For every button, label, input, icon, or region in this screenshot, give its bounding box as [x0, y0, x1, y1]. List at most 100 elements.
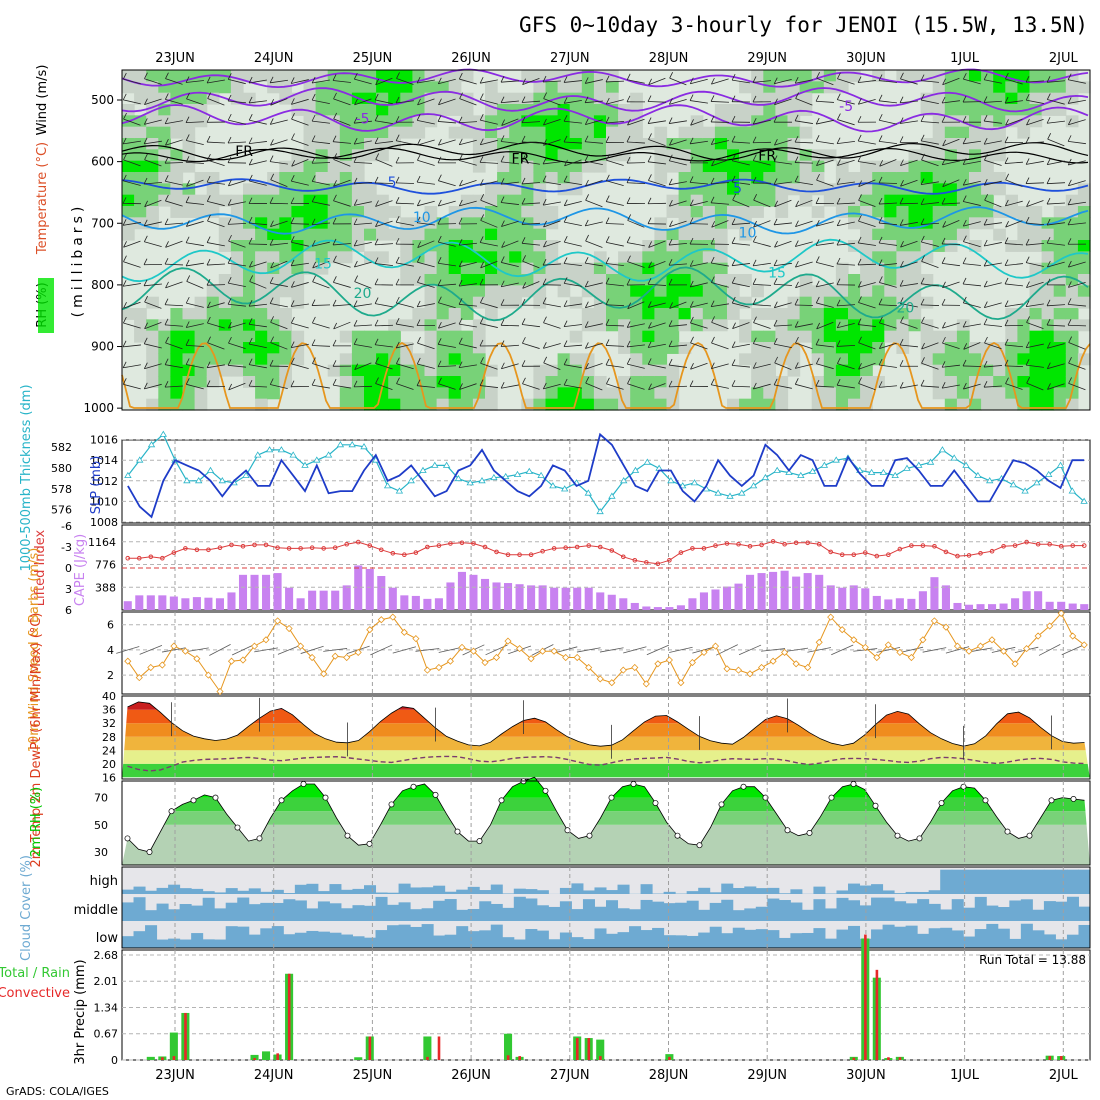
wind-barb	[542, 263, 562, 266]
wind-barb	[1047, 363, 1065, 370]
wind-barb-flag	[795, 92, 799, 99]
wind-speed-marker	[654, 660, 662, 668]
rh-cell	[521, 92, 534, 105]
rh-cell	[315, 228, 329, 241]
rh-cell	[412, 262, 426, 275]
wind-barb	[207, 98, 225, 106]
wind-barb-flag	[857, 236, 862, 244]
wind-barb-flag	[1005, 173, 1010, 181]
rh-cell	[763, 330, 776, 343]
thickness-marker	[714, 489, 722, 496]
wind-barb	[480, 362, 498, 370]
rh-cell	[182, 376, 196, 388]
cloud-cell	[571, 937, 584, 948]
wind-barb-flag	[584, 96, 589, 103]
cloud-cell	[271, 926, 284, 948]
wind-barb-flag	[143, 219, 148, 226]
rh-cell	[521, 149, 534, 162]
rh-cell	[170, 81, 184, 94]
wind-barb-flag	[206, 236, 211, 243]
rh-cell	[932, 104, 946, 116]
cloud-cell	[433, 935, 446, 948]
thickness-marker	[254, 451, 262, 458]
rh-cell	[1005, 240, 1018, 252]
cape-bar	[238, 574, 248, 610]
cape-bar	[296, 598, 305, 610]
wind-barb	[879, 80, 897, 83]
rh-cell	[654, 330, 668, 343]
rh-cell	[1029, 308, 1043, 320]
rh-cell	[799, 172, 813, 184]
wind-barb	[165, 281, 183, 289]
rh-cell	[642, 364, 655, 377]
wind-barb	[732, 322, 750, 330]
li-marker	[436, 543, 442, 548]
wind-barb	[984, 324, 1002, 327]
rh-cell	[920, 353, 934, 366]
rh-cell	[1041, 353, 1055, 366]
thickness-marker	[608, 492, 616, 499]
rh-cell	[787, 296, 801, 309]
rh-cell	[654, 172, 668, 184]
li-marker	[183, 546, 188, 551]
rh-cell	[279, 330, 292, 343]
rh-cell	[400, 240, 413, 252]
ytick-label-right: 1010	[90, 495, 118, 508]
rh-cell	[303, 217, 317, 230]
wind-barb-flag	[479, 296, 484, 303]
wind-speed-marker	[1046, 622, 1054, 630]
temp-band	[122, 723, 1090, 737]
rh-cell	[545, 251, 559, 264]
wind-barb-flag	[1025, 238, 1030, 246]
yaxis-label: 2m RH (%)	[29, 787, 44, 858]
wind-barb-flag	[752, 95, 757, 103]
wind-barb-flag	[690, 119, 694, 126]
wind-barb-flag	[731, 135, 736, 143]
rh-cell	[485, 194, 498, 207]
rh-cell	[763, 194, 776, 207]
wind-barb	[795, 241, 813, 247]
rh-cell	[122, 228, 135, 241]
rh-cell	[315, 217, 329, 230]
rh-cell	[593, 160, 607, 173]
wind-barb-flag	[269, 155, 274, 162]
legend-rh-swatch	[38, 278, 54, 333]
rh-cell	[170, 194, 184, 207]
li-marker	[978, 551, 983, 556]
rh-cell	[424, 274, 438, 286]
wind-barb-flag	[1004, 359, 1009, 367]
wind-barb-flag	[395, 296, 400, 304]
rh-cell	[1017, 81, 1031, 94]
wind-barb	[879, 222, 897, 226]
wind-barb	[144, 140, 162, 145]
wind-barb	[627, 220, 645, 228]
wind-barb-flag	[312, 357, 316, 364]
rh-cell	[267, 240, 280, 252]
rh-cell	[194, 353, 208, 366]
rh-cell	[472, 330, 486, 343]
wind-barb	[311, 304, 331, 306]
cloud-cell	[675, 935, 688, 948]
wind-barb-flag	[185, 378, 190, 385]
wind-barb-flag	[858, 336, 862, 343]
wind-barb	[186, 323, 204, 328]
wind-barb-flag	[207, 336, 211, 343]
wind-barb	[816, 321, 834, 330]
rh-cell	[775, 138, 789, 150]
rh-cell	[436, 285, 450, 298]
wind-barb-flag	[563, 199, 568, 206]
rh-cell	[122, 172, 135, 184]
cloud-cell	[594, 887, 607, 894]
wind-barb-flag	[437, 235, 442, 243]
ytick-label: 30	[94, 846, 108, 859]
wind-barb	[1046, 304, 1066, 307]
wind-barb-flag	[206, 361, 211, 368]
wind-barb	[354, 120, 372, 124]
wind-barb-flag	[144, 153, 148, 160]
rh-cell	[509, 183, 522, 196]
rh-cell	[678, 149, 692, 162]
wind-barb	[501, 161, 519, 165]
rh-cell	[472, 160, 486, 173]
wind-barb-flag	[816, 159, 820, 166]
rh-cell	[315, 262, 329, 275]
